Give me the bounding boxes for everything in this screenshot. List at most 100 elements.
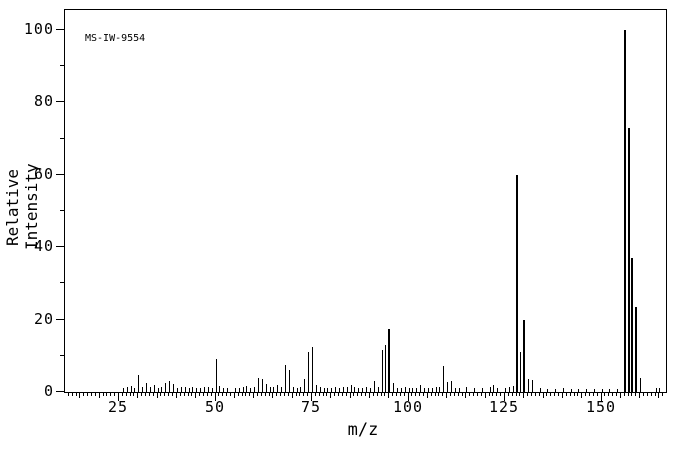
- spectrum-peak: [219, 386, 220, 392]
- x-axis-major-tick: [504, 392, 505, 401]
- x-axis-minor-tick: [350, 392, 351, 398]
- x-axis-minor-tick: [473, 392, 474, 396]
- spectrum-peak: [208, 387, 209, 392]
- x-axis-minor-tick: [550, 392, 551, 396]
- x-axis-minor-tick: [396, 392, 397, 396]
- x-axis-minor-tick: [172, 392, 173, 396]
- x-axis-minor-tick: [454, 392, 455, 396]
- spectrum-peak: [594, 389, 595, 392]
- x-axis-minor-tick: [539, 392, 540, 396]
- x-axis-minor-tick: [106, 392, 107, 396]
- spectrum-peak: [123, 388, 124, 392]
- spectrum-peak: [235, 388, 236, 392]
- x-axis-minor-tick: [458, 392, 459, 396]
- spectrum-peak: [528, 379, 529, 392]
- x-axis-tick-label: 75: [300, 398, 322, 416]
- x-axis-minor-tick: [83, 392, 84, 396]
- spectrum-peak: [385, 345, 386, 392]
- spectrum-peak: [436, 387, 437, 392]
- spectrum-peak: [532, 380, 533, 392]
- spectrum-peak: [358, 388, 359, 392]
- spectrum-peak: [177, 388, 178, 392]
- spectrum-peak: [393, 383, 394, 392]
- y-axis-major-tick: [56, 319, 64, 320]
- x-axis-minor-tick: [655, 392, 656, 396]
- x-axis-minor-tick: [392, 392, 393, 396]
- y-axis-major-tick: [56, 246, 64, 247]
- x-axis-minor-tick: [647, 392, 648, 396]
- spectrum-peak: [540, 388, 541, 392]
- x-axis-minor-tick: [149, 392, 150, 396]
- y-axis-tick-label: 40: [33, 237, 54, 255]
- y-axis-title: Relative Intensity: [3, 163, 41, 251]
- x-axis-minor-tick: [211, 392, 212, 396]
- x-axis-minor-tick: [203, 392, 204, 396]
- spectrum-peak: [370, 388, 371, 392]
- x-axis-minor-tick: [184, 392, 185, 396]
- spectrum-peak: [347, 387, 348, 392]
- x-axis-minor-tick: [485, 392, 486, 398]
- spectrum-peak: [443, 366, 444, 392]
- spectrum-peak: [327, 388, 328, 392]
- spectrum-peak: [169, 381, 170, 392]
- spectrum-peak: [416, 388, 417, 392]
- x-axis-minor-tick: [577, 392, 578, 396]
- spectrum-peak: [320, 387, 321, 392]
- spectrum-peak: [189, 388, 190, 392]
- x-axis-minor-tick: [558, 392, 559, 396]
- x-axis-minor-tick: [604, 392, 605, 396]
- spectrum-peak: [482, 388, 483, 392]
- x-axis-minor-tick: [265, 392, 266, 396]
- y-axis-major-tick: [56, 29, 64, 30]
- x-axis-minor-tick: [76, 392, 77, 396]
- x-axis-minor-tick: [342, 392, 343, 396]
- spectrum-peak: [304, 379, 305, 392]
- x-axis-minor-tick: [523, 392, 524, 398]
- spectrum-peak: [631, 258, 633, 392]
- spectrum-peak: [516, 175, 518, 392]
- spectrum-peak: [586, 389, 587, 392]
- x-axis-major-tick: [215, 392, 216, 401]
- x-axis-minor-tick: [496, 392, 497, 396]
- spectrum-peak: [331, 388, 332, 392]
- x-axis-minor-tick: [388, 392, 389, 398]
- x-axis-tick-label: 150: [585, 398, 617, 416]
- x-axis-minor-tick: [195, 392, 196, 398]
- x-axis-minor-tick: [338, 392, 339, 396]
- x-axis-minor-tick: [651, 392, 652, 396]
- x-axis-title: m/z: [347, 420, 379, 440]
- x-axis-minor-tick: [280, 392, 281, 396]
- x-axis-minor-tick: [531, 392, 532, 396]
- spectrum-peak: [493, 385, 494, 392]
- spectrum-peak: [509, 387, 510, 392]
- spectrum-peak: [223, 388, 224, 392]
- spectrum-peak: [131, 386, 132, 392]
- x-axis-minor-tick: [477, 392, 478, 396]
- x-axis-minor-tick: [554, 392, 555, 396]
- x-axis-minor-tick: [292, 392, 293, 398]
- x-axis-minor-tick: [512, 392, 513, 396]
- x-axis-tick-label: 50: [204, 398, 226, 416]
- spectrum-peak: [624, 30, 626, 392]
- spectrum-peak: [281, 387, 282, 392]
- spectrum-peak: [447, 382, 448, 392]
- x-axis-minor-tick: [373, 392, 374, 396]
- x-axis-minor-tick: [296, 392, 297, 396]
- x-axis-minor-tick: [519, 392, 520, 396]
- spectrum-peak: [405, 387, 406, 392]
- x-axis-minor-tick: [199, 392, 200, 396]
- x-axis-minor-tick: [103, 392, 104, 396]
- spectrum-peak: [297, 388, 298, 392]
- spectrum-peak: [547, 389, 548, 392]
- x-axis-minor-tick: [489, 392, 490, 396]
- spectrum-peak: [354, 387, 355, 392]
- x-axis-minor-tick: [465, 392, 466, 398]
- x-axis-minor-tick: [319, 392, 320, 396]
- y-axis-tick-label: 60: [33, 165, 54, 183]
- spectrum-peak: [617, 389, 618, 392]
- x-axis-minor-tick: [438, 392, 439, 396]
- spectrum-peak: [428, 388, 429, 392]
- spectrum-peak: [523, 320, 525, 392]
- x-axis-minor-tick: [658, 392, 659, 398]
- spectrum-peak: [146, 383, 147, 392]
